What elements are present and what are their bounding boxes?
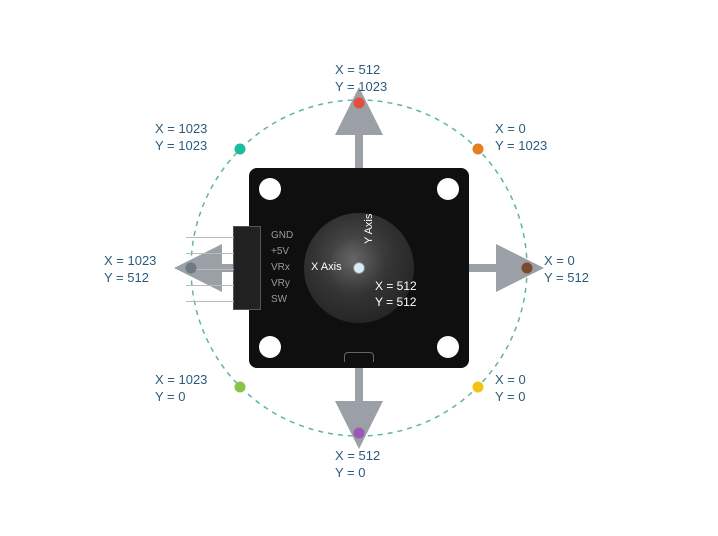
label-tr-x: X = 0 — [495, 121, 547, 138]
pin-trace — [186, 237, 234, 238]
dot-top — [354, 98, 365, 109]
screw-hole — [259, 336, 281, 358]
label-bl-y: Y = 0 — [155, 389, 207, 406]
screw-hole — [437, 178, 459, 200]
label-right-x: X = 0 — [544, 253, 589, 270]
pin-trace — [186, 301, 234, 302]
label-br-y: Y = 0 — [495, 389, 526, 406]
label-top-y: Y = 1023 — [335, 79, 387, 96]
dot-bl — [235, 382, 246, 393]
pin-label-vrx: VRx — [271, 262, 290, 273]
label-bottom-y: Y = 0 — [335, 465, 380, 482]
dot-br — [473, 382, 484, 393]
label-tl-y: Y = 1023 — [155, 138, 207, 155]
dot-tl — [235, 144, 246, 155]
dot-left — [186, 263, 197, 274]
label-left: X = 1023 Y = 512 — [104, 253, 156, 287]
label-bottom-x: X = 512 — [335, 448, 380, 465]
label-br-x: X = 0 — [495, 372, 526, 389]
label-left-x: X = 1023 — [104, 253, 156, 270]
label-tl: X = 1023 Y = 1023 — [155, 121, 207, 155]
pin-label-gnd: GND — [271, 230, 293, 241]
label-top-x: X = 512 — [335, 62, 387, 79]
screw-hole — [437, 336, 459, 358]
pin-label-vry: VRy — [271, 278, 290, 289]
center-y-value: Y = 512 — [375, 295, 416, 309]
pin-label-5v: +5V — [271, 246, 289, 257]
label-tr-y: Y = 1023 — [495, 138, 547, 155]
diagram-canvas: GND +5V VRx VRy SW X Axis Y Axis X = 512… — [0, 0, 718, 536]
label-tl-x: X = 1023 — [155, 121, 207, 138]
label-top: X = 512 Y = 1023 — [335, 62, 387, 96]
label-tr: X = 0 Y = 1023 — [495, 121, 547, 155]
label-bl-x: X = 1023 — [155, 372, 207, 389]
center-dot — [353, 262, 365, 274]
pin-header — [233, 226, 261, 310]
pin-trace — [186, 253, 234, 254]
label-bottom: X = 512 Y = 0 — [335, 448, 380, 482]
screw-hole — [259, 178, 281, 200]
center-x-value: X = 512 — [375, 279, 417, 293]
pin-trace — [186, 285, 234, 286]
pin-label-sw: SW — [271, 294, 287, 305]
label-bl: X = 1023 Y = 0 — [155, 372, 207, 406]
label-right: X = 0 Y = 512 — [544, 253, 589, 287]
center-values: X = 512 Y = 512 — [375, 278, 417, 310]
label-br: X = 0 Y = 0 — [495, 372, 526, 406]
dot-tr — [473, 144, 484, 155]
switch-bracket — [344, 352, 374, 362]
dot-right — [522, 263, 533, 274]
label-left-y: Y = 512 — [104, 270, 156, 287]
x-axis-label: X Axis — [311, 261, 342, 273]
y-axis-label: Y Axis — [363, 214, 375, 244]
label-right-y: Y = 512 — [544, 270, 589, 287]
dot-bottom — [354, 428, 365, 439]
